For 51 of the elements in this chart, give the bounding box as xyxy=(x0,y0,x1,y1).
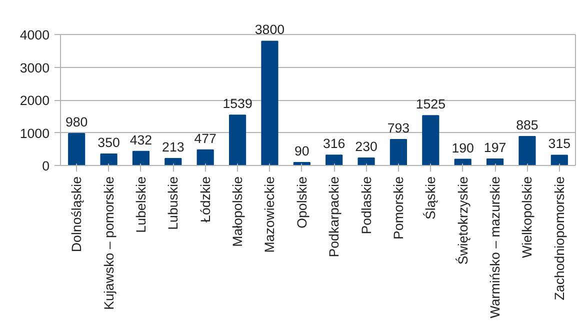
x-tick-label: Lubelskie xyxy=(133,176,148,233)
data-label: 197 xyxy=(484,140,506,156)
data-label: 350 xyxy=(98,135,120,150)
x-tick-label: Podlaskie xyxy=(358,176,374,234)
bar xyxy=(228,114,246,166)
x-tick-label: Podkarpackie xyxy=(326,176,342,258)
bar xyxy=(518,136,536,166)
data-label: 432 xyxy=(130,132,152,148)
data-label: 885 xyxy=(516,118,538,133)
x-tick-label: Zachodniopomorskie xyxy=(552,176,567,300)
x-tick-label: Pomorskie xyxy=(390,176,406,240)
bar xyxy=(550,154,568,166)
bar xyxy=(196,149,214,166)
data-label: 793 xyxy=(387,120,410,136)
data-label: 980 xyxy=(65,114,88,130)
bar xyxy=(261,40,278,166)
x-tick-label: Łódzkie xyxy=(198,176,213,222)
bar xyxy=(164,158,182,166)
data-label: 477 xyxy=(194,130,216,146)
data-label: 3800 xyxy=(254,22,285,38)
bar xyxy=(132,150,150,166)
data-label: 213 xyxy=(162,140,184,155)
data-label: 90 xyxy=(294,144,310,159)
x-tick-label: Małopolskie xyxy=(230,176,246,247)
y-tick-label: 4000 xyxy=(20,28,50,43)
bar xyxy=(390,139,408,166)
x-tick-label: Wielkopolskie xyxy=(520,176,535,258)
x-tick-label: Kujawsko – pomorskie xyxy=(101,176,116,310)
bar xyxy=(358,157,375,166)
bar xyxy=(100,154,118,166)
bar xyxy=(486,158,504,166)
data-label: 190 xyxy=(452,140,474,156)
x-tick-label: Mazowieckie xyxy=(262,176,278,253)
data-label: 315 xyxy=(548,136,571,152)
data-label: 1539 xyxy=(222,96,252,112)
x-tick-label: Warmińsko – mazurskie xyxy=(488,176,503,318)
y-tick-label: 2000 xyxy=(20,93,50,108)
x-tick-label: Śląskie xyxy=(423,176,438,220)
x-tick-label: Świętokrzyskie xyxy=(455,176,470,265)
x-tick-label: Lubuskie xyxy=(166,176,181,230)
y-tick-label: 0 xyxy=(42,158,50,174)
bar xyxy=(68,132,86,166)
x-tick-label: Dolnośląskie xyxy=(69,176,84,252)
data-label: 230 xyxy=(355,138,378,154)
y-tick-label: 1000 xyxy=(20,126,50,141)
bar xyxy=(422,115,440,166)
data-label: 1525 xyxy=(416,96,446,112)
bar xyxy=(326,154,343,166)
x-tick-label: Opolskie xyxy=(294,176,310,228)
y-tick-label: 3000 xyxy=(20,60,50,76)
data-label: 316 xyxy=(322,136,346,152)
